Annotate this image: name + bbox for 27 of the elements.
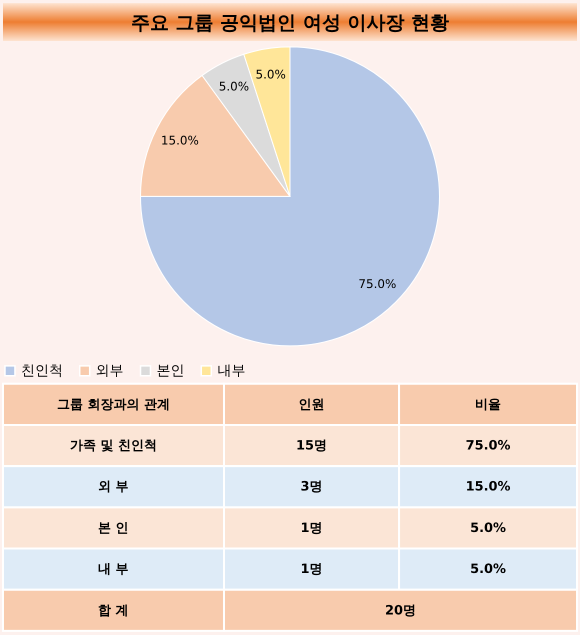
- data-label: 20명: [384, 603, 416, 618]
- legend-label: 본인: [156, 362, 184, 379]
- pie-slice: [140, 46, 440, 346]
- data-label: 5.0%: [470, 562, 506, 578]
- legend-label: 친인척: [20, 362, 63, 379]
- legend-label: 외부: [96, 362, 124, 379]
- category-label: 가족 및 친인척: [70, 438, 157, 454]
- series-label: 비율: [475, 397, 502, 412]
- series-label: 인원: [298, 397, 325, 412]
- text: 그룹 회장과의 관계: [56, 397, 170, 412]
- data-label: 15명: [296, 438, 328, 454]
- chart-title: 주요 그룹 공익법인 여성 이사장 현황: [131, 12, 449, 34]
- data-label: 1명: [300, 562, 323, 578]
- data-label: 3명: [300, 480, 323, 495]
- category-label: 내 부: [98, 562, 129, 578]
- data-label: 75.0%: [466, 438, 511, 454]
- data-label: 15.0%: [160, 133, 199, 148]
- legend-label: 내부: [217, 362, 246, 379]
- data-label: 5.0%: [470, 520, 506, 536]
- data-label: 5.0%: [218, 79, 250, 94]
- data-label: 75.0%: [358, 276, 396, 291]
- category-label: 본 인: [98, 520, 129, 536]
- data-label: 15.0%: [466, 480, 511, 495]
- category-label: 외 부: [98, 480, 129, 495]
- data-label: 5.0%: [256, 67, 286, 82]
- category-label: 합 계: [98, 603, 129, 618]
- data-label: 1명: [300, 520, 323, 536]
